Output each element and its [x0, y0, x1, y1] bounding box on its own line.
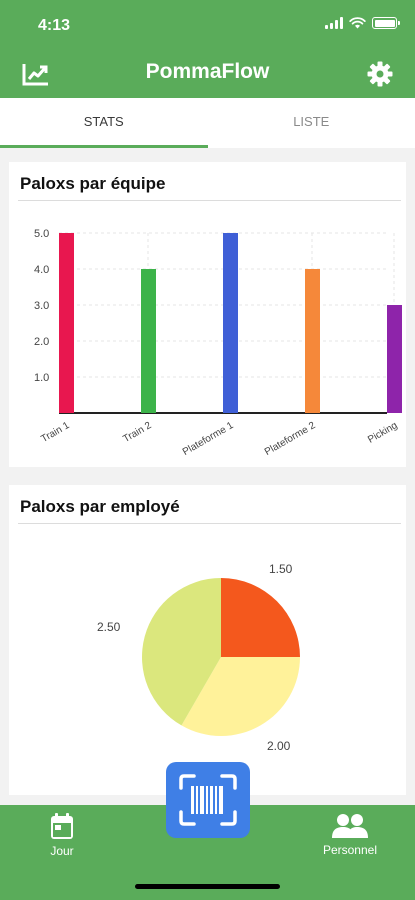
home-indicator: [135, 884, 280, 889]
y-tick-label: 1.0: [34, 372, 49, 384]
employee-pie-chart: 1.50 2.00 2.50: [97, 562, 300, 753]
people-icon: [331, 814, 368, 838]
status-time: 4:13: [38, 17, 71, 34]
divider: [18, 523, 401, 524]
gear-icon[interactable]: [366, 61, 394, 87]
app-title: PommaFlow: [145, 60, 270, 83]
pie-label: 2.50: [97, 620, 121, 634]
x-tick-label: Picking: [366, 420, 399, 446]
tab-bar: STATS LISTE: [0, 98, 415, 148]
pie-label: 2.00: [267, 739, 291, 753]
tab-stats[interactable]: STATS: [0, 98, 208, 148]
bar: [387, 305, 402, 413]
nav-jour[interactable]: Jour: [50, 813, 74, 858]
y-tick-label: 5.0: [34, 228, 49, 240]
tab-liste[interactable]: LISTE: [293, 114, 330, 129]
x-tick-label: Train 1: [39, 420, 72, 445]
employee-chart-card: Paloxs par employé 1.50 2.00 2.50: [9, 485, 406, 795]
y-tick-label: 3.0: [34, 300, 49, 312]
team-chart-title: Paloxs par équipe: [20, 174, 166, 193]
x-tick-label: Train 2: [121, 420, 154, 445]
divider: [18, 200, 401, 201]
nav-personnel[interactable]: Personnel: [323, 813, 377, 857]
wifi-icon: [349, 17, 366, 29]
trending-chart-icon[interactable]: [22, 61, 50, 87]
bar: [305, 269, 320, 413]
y-tick-label: 4.0: [34, 264, 49, 276]
bar: [141, 269, 156, 413]
employee-chart-title: Paloxs par employé: [20, 497, 180, 516]
bar: [59, 233, 74, 413]
nav-personnel-label: Personnel: [322, 843, 377, 857]
app-header: PommaFlow: [0, 48, 415, 98]
signal-icon: [325, 17, 343, 29]
scan-button[interactable]: [166, 762, 250, 838]
y-tick-label: 2.0: [34, 336, 49, 348]
bar: [223, 233, 238, 413]
x-tick-label: Plateforme 2: [263, 420, 318, 458]
pie-label: 1.50: [269, 562, 293, 576]
barcode-scan-icon: [179, 774, 237, 826]
battery-icon: [372, 17, 400, 29]
calendar-icon: [51, 813, 73, 839]
pie-slice: [142, 578, 221, 726]
pie-slice: [181, 657, 300, 736]
nav-jour-label: Jour: [50, 844, 74, 858]
x-tick-label: Plateforme 1: [181, 420, 236, 458]
team-bar-chart: 1.0 2.0 3.0 4.0 5.0 Train 1 Train 2 Plateforme …: [34, 228, 402, 458]
team-chart-card: Paloxs par équipe 1.0 2.0 3.0 4.0 5.0 Train 1…: [9, 162, 406, 467]
status-bar: 4:13: [0, 0, 415, 48]
status-icons: [325, 17, 400, 29]
pie-slice: [221, 578, 300, 657]
